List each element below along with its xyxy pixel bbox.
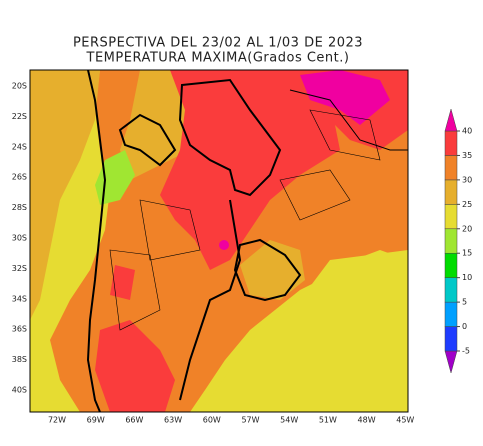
lon-label: 45W [396, 416, 414, 425]
colorbar-label: 0 [462, 322, 467, 331]
map-frame [29, 69, 409, 413]
lat-label: 24S [12, 142, 27, 151]
colorbar-band [444, 301, 458, 327]
colorbar-high [444, 108, 458, 132]
colorbar-band [444, 326, 458, 352]
lat-label: 40S [12, 386, 27, 395]
lat-label: 32S [12, 264, 27, 273]
colorbar-band [444, 179, 458, 205]
lat-label: 22S [12, 112, 27, 121]
lon-label: 48W [358, 416, 376, 425]
colorbar-label: 5 [462, 298, 467, 307]
lon-label: 60W [203, 416, 221, 425]
colorbar-band [444, 277, 458, 303]
colorbar-label: -5 [462, 347, 470, 356]
temperature-field [30, 70, 408, 412]
colorbar-band [444, 252, 458, 278]
colorbar-label: 25 [462, 200, 472, 209]
lon-label: 51W [319, 416, 337, 425]
lon-label: 72W [48, 416, 66, 425]
lat-label: 30S [12, 234, 27, 243]
colorbar-label: 30 [462, 175, 472, 184]
lon-label: 57W [241, 416, 259, 425]
colorbar-band [444, 155, 458, 181]
colorbar-label: 20 [462, 224, 472, 233]
lat-label: 26S [12, 173, 27, 182]
colorbar-band [444, 204, 458, 230]
lat-label: 38S [12, 355, 27, 364]
colorbar-label: 15 [462, 249, 472, 258]
lon-label: 66W [125, 416, 143, 425]
lat-label: 20S [12, 82, 27, 91]
lat-label: 36S [12, 325, 27, 334]
colorbar-band [444, 130, 458, 156]
lon-label: 69W [87, 416, 105, 425]
lat-label: 34S [12, 294, 27, 303]
colorbar-label: 10 [462, 273, 472, 282]
lon-label: 54W [280, 416, 298, 425]
colorbar-label: 35 [462, 151, 472, 160]
colorbar-band [444, 228, 458, 254]
lon-label: 63W [164, 416, 182, 425]
colorbar-low [444, 350, 458, 374]
colorbar-label: 40 [462, 127, 472, 136]
subtitle: TEMPERATURA MAXIMA(Grados Cent.) [86, 51, 350, 66]
lat-label: 28S [12, 203, 27, 212]
title: PERSPECTIVA DEL 23/02 AL 1/03 DE 2023 [73, 36, 363, 51]
